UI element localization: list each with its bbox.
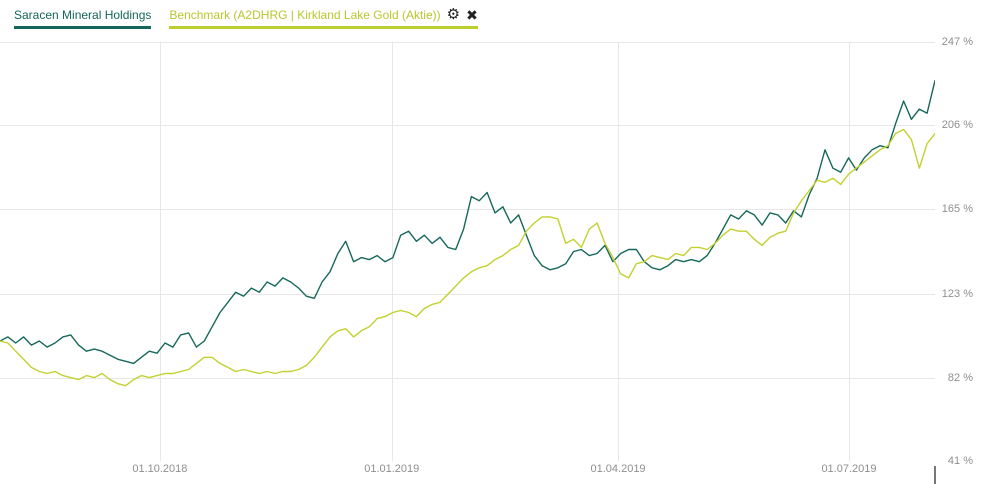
legend-label-saracen: Saracen Mineral Holdings <box>14 8 152 22</box>
y-axis-tick-label: 41 % <box>947 455 973 467</box>
y-axis-tick-label: 165 % <box>941 202 973 215</box>
chart-legend: Saracen Mineral Holdings Benchmark (A2DH… <box>14 6 478 29</box>
chart-plot-area[interactable] <box>0 42 935 461</box>
legend-label-benchmark: Benchmark (A2DHRG | Kirkland Lake Gold (… <box>169 8 441 22</box>
x-axis-tick-label: 01.10.2018 <box>132 463 188 475</box>
gear-icon[interactable]: ⚙ <box>446 6 461 23</box>
close-icon[interactable]: ✖ <box>466 7 478 23</box>
y-axis-tick-label: 82 % <box>947 371 973 384</box>
y-axis-tick-label: 247 % <box>941 36 973 48</box>
chart-canvas <box>0 42 935 461</box>
frame-edge-mark <box>934 466 936 484</box>
y-axis-tick-label: 123 % <box>941 288 973 301</box>
x-axis-tick-label: 01.04.2019 <box>590 463 646 475</box>
x-axis-tick-label: 01.07.2019 <box>821 463 877 475</box>
series-line-benchmark <box>0 128 935 387</box>
series-line-saracen <box>0 79 935 365</box>
legend-item-benchmark[interactable]: Benchmark (A2DHRG | Kirkland Lake Gold (… <box>169 6 478 29</box>
legend-item-saracen[interactable]: Saracen Mineral Holdings <box>14 8 152 29</box>
x-axis-tick-label: 01.01.2019 <box>364 463 420 475</box>
y-axis-tick-label: 206 % <box>941 119 973 132</box>
